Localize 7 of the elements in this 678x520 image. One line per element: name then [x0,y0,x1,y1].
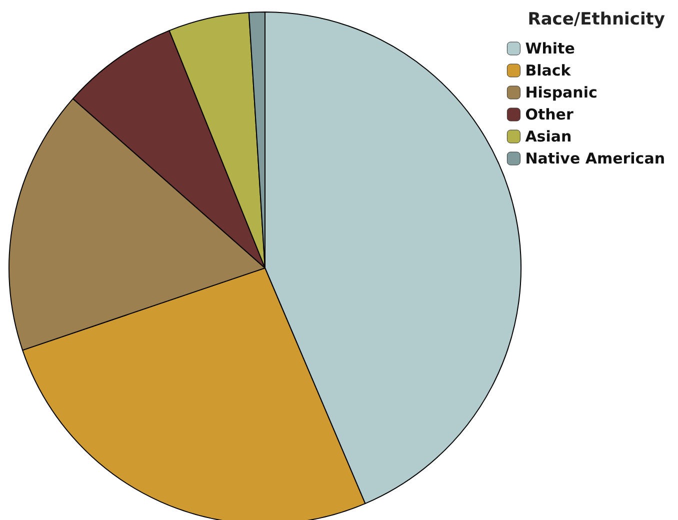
legend-label: Asian [525,128,572,146]
legend-label: Hispanic [525,84,598,102]
legend-label: Native American [525,150,666,168]
legend-label: White [525,40,575,58]
legend-label: Black [525,62,572,80]
legend-title: Race/Ethnicity [528,10,666,30]
legend-label: Other [525,106,574,124]
